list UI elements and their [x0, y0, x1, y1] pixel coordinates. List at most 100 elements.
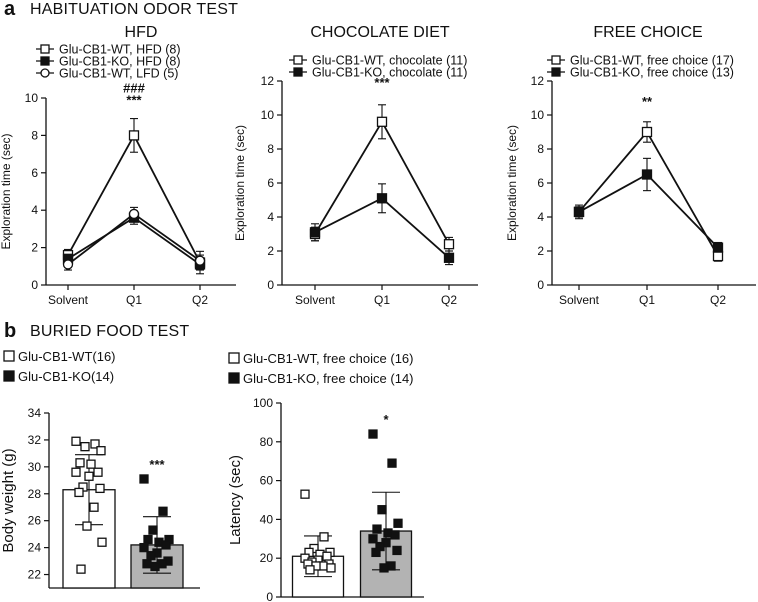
y-tick-label: 6	[537, 176, 544, 190]
data-point	[377, 505, 387, 515]
y-tick-label: 0	[537, 278, 544, 292]
y-tick-label: 30	[28, 460, 42, 474]
data-point	[86, 459, 96, 469]
data-point	[95, 483, 105, 494]
y-tick-label: 10	[25, 91, 39, 105]
y-axis-label: Exploration time (sec)	[0, 133, 13, 249]
data-point	[74, 487, 84, 498]
y-tick-label: 2	[31, 241, 38, 255]
chart-title-free-choice: FREE CHOICE	[593, 24, 702, 41]
significance-marker: ***	[149, 457, 165, 472]
legend-label: Glu-CB1-KO, free choice (13)	[570, 66, 734, 80]
legend-marker	[293, 67, 303, 77]
y-axis-label: Body weight (g)	[0, 448, 17, 552]
legend-marker	[228, 352, 240, 364]
y-tick-label: 10	[531, 108, 545, 122]
data-point	[712, 242, 724, 253]
data-point	[376, 193, 388, 204]
y-tick-label: 40	[260, 512, 274, 526]
data-point	[641, 169, 653, 180]
y-tick-label: 10	[261, 108, 275, 122]
data-point	[143, 534, 153, 545]
y-tick-label: 34	[28, 406, 42, 420]
legend-marker	[40, 68, 50, 78]
legend-marker	[40, 56, 50, 66]
data-point	[387, 458, 397, 468]
legend-marker	[551, 55, 561, 65]
data-point	[368, 534, 378, 544]
data-point	[573, 206, 585, 218]
y-tick-label: 2	[537, 244, 544, 258]
significance-marker: ###	[123, 81, 145, 96]
legend-label: Glu-CB1-KO, HFD (8)	[59, 55, 181, 69]
x-tick-label: Solvent	[559, 293, 600, 307]
y-tick-label: 4	[31, 203, 38, 217]
panel-a-letter: a	[4, 0, 16, 20]
legend-marker	[551, 67, 561, 77]
y-axis-label: Latency (sec)	[227, 455, 244, 545]
significance-marker: **	[642, 94, 653, 109]
data-point	[71, 436, 81, 446]
legend-marker	[293, 55, 303, 65]
x-tick-label: Solvent	[295, 293, 336, 307]
chart-title-hfd: HFD	[125, 24, 158, 41]
data-point	[371, 547, 381, 558]
y-tick-label: 100	[253, 396, 273, 410]
data-point	[150, 561, 160, 572]
series-line	[67, 133, 201, 263]
y-tick-label: 80	[260, 435, 274, 449]
significance-marker: *	[383, 412, 389, 427]
data-point	[300, 489, 310, 499]
legend-label: Glu-CB1-WT, HFD (8)	[59, 43, 181, 57]
data-point	[194, 255, 206, 266]
x-tick-label: Q1	[126, 293, 142, 307]
legend-marker	[3, 350, 15, 362]
data-point	[146, 551, 156, 561]
data-point	[62, 259, 74, 270]
data-point	[142, 559, 152, 569]
y-tick-label: 8	[267, 142, 274, 156]
data-point	[443, 252, 455, 263]
series-line	[578, 173, 719, 249]
data-point	[305, 565, 315, 575]
data-point	[322, 551, 332, 561]
y-tick-label: 20	[260, 551, 274, 565]
y-tick-label: 28	[28, 487, 42, 501]
y-tick-label: 24	[28, 541, 42, 555]
x-tick-label: Q2	[441, 293, 457, 307]
data-point	[82, 521, 92, 531]
y-tick-label: 12	[531, 74, 545, 88]
panel-a-title: HABITUATION ODOR TEST	[30, 1, 238, 18]
data-point	[309, 227, 321, 238]
y-tick-label: 4	[267, 210, 274, 224]
data-point	[372, 524, 382, 534]
x-tick-label: Q1	[374, 293, 390, 307]
y-tick-label: 0	[266, 590, 273, 602]
data-point	[390, 530, 400, 540]
data-point	[158, 506, 168, 516]
y-tick-label: 0	[31, 278, 38, 292]
y-tick-label: 0	[267, 278, 274, 292]
y-tick-label: 22	[28, 568, 42, 582]
y-tick-label: 60	[260, 474, 274, 488]
data-point	[97, 537, 107, 547]
legend-label: Glu-CB1-KO, chocolate (11)	[312, 66, 467, 80]
data-point	[128, 130, 140, 141]
data-point	[84, 471, 94, 481]
data-point	[96, 446, 106, 456]
data-point	[93, 467, 103, 477]
data-point	[326, 563, 336, 573]
legend-label: Glu-CB1-KO, free choice (14)	[243, 371, 414, 386]
y-tick-label: 4	[537, 210, 544, 224]
data-point	[319, 532, 329, 542]
data-point	[379, 563, 389, 573]
series-line	[314, 119, 450, 245]
data-point	[80, 442, 90, 452]
legend-marker	[3, 370, 15, 382]
data-point	[90, 439, 100, 449]
data-point	[71, 467, 81, 477]
data-point	[76, 564, 86, 574]
y-tick-label: 8	[31, 128, 38, 142]
